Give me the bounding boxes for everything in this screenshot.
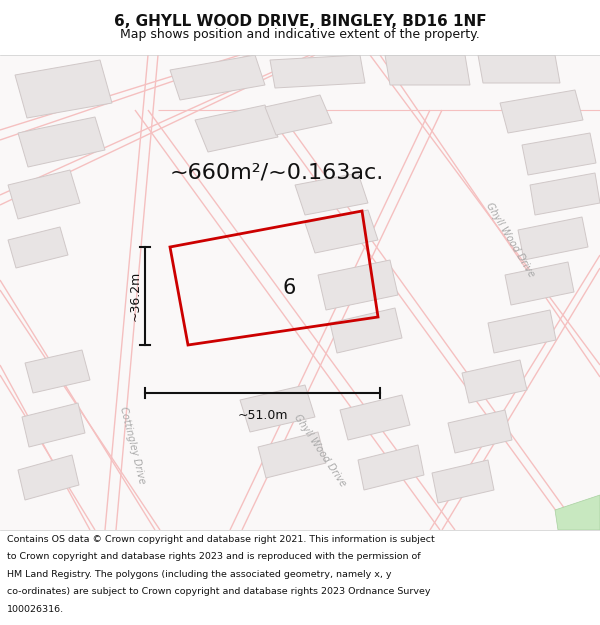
Polygon shape <box>522 133 596 175</box>
Polygon shape <box>518 217 588 260</box>
Text: ~660m²/~0.163ac.: ~660m²/~0.163ac. <box>170 163 384 183</box>
Polygon shape <box>340 395 410 440</box>
Polygon shape <box>170 55 265 100</box>
Polygon shape <box>358 445 424 490</box>
Text: Cottingley Drive: Cottingley Drive <box>118 406 146 484</box>
Polygon shape <box>448 410 512 453</box>
Polygon shape <box>295 173 368 215</box>
Text: Map shows position and indicative extent of the property.: Map shows position and indicative extent… <box>120 28 480 41</box>
Polygon shape <box>462 360 527 403</box>
Polygon shape <box>505 262 574 305</box>
Text: 100026316.: 100026316. <box>7 605 64 614</box>
Polygon shape <box>195 105 278 152</box>
Text: ~51.0m: ~51.0m <box>237 409 288 422</box>
Polygon shape <box>25 350 90 393</box>
Polygon shape <box>258 432 326 478</box>
Text: ~36.2m: ~36.2m <box>128 271 142 321</box>
Polygon shape <box>488 310 556 353</box>
Polygon shape <box>240 385 315 432</box>
Polygon shape <box>555 495 600 530</box>
Polygon shape <box>500 90 583 133</box>
Polygon shape <box>330 308 402 353</box>
Polygon shape <box>8 227 68 268</box>
Polygon shape <box>265 95 332 135</box>
Polygon shape <box>385 55 470 85</box>
Polygon shape <box>22 403 85 447</box>
Text: Contains OS data © Crown copyright and database right 2021. This information is : Contains OS data © Crown copyright and d… <box>7 535 435 544</box>
Polygon shape <box>8 170 80 219</box>
Text: Ghyll Wood Drive: Ghyll Wood Drive <box>292 412 348 488</box>
Polygon shape <box>18 117 105 167</box>
Polygon shape <box>530 173 600 215</box>
Polygon shape <box>478 55 560 83</box>
Polygon shape <box>18 455 79 500</box>
Text: to Crown copyright and database rights 2023 and is reproduced with the permissio: to Crown copyright and database rights 2… <box>7 552 421 561</box>
Text: 6: 6 <box>283 278 296 298</box>
Text: co-ordinates) are subject to Crown copyright and database rights 2023 Ordnance S: co-ordinates) are subject to Crown copyr… <box>7 588 431 596</box>
Polygon shape <box>318 260 398 310</box>
Polygon shape <box>432 460 494 503</box>
Polygon shape <box>305 210 378 253</box>
Polygon shape <box>270 55 365 88</box>
Text: 6, GHYLL WOOD DRIVE, BINGLEY, BD16 1NF: 6, GHYLL WOOD DRIVE, BINGLEY, BD16 1NF <box>113 14 487 29</box>
Text: Ghyll Wood Drive: Ghyll Wood Drive <box>484 201 536 279</box>
Text: HM Land Registry. The polygons (including the associated geometry, namely x, y: HM Land Registry. The polygons (includin… <box>7 570 392 579</box>
Polygon shape <box>15 60 112 118</box>
